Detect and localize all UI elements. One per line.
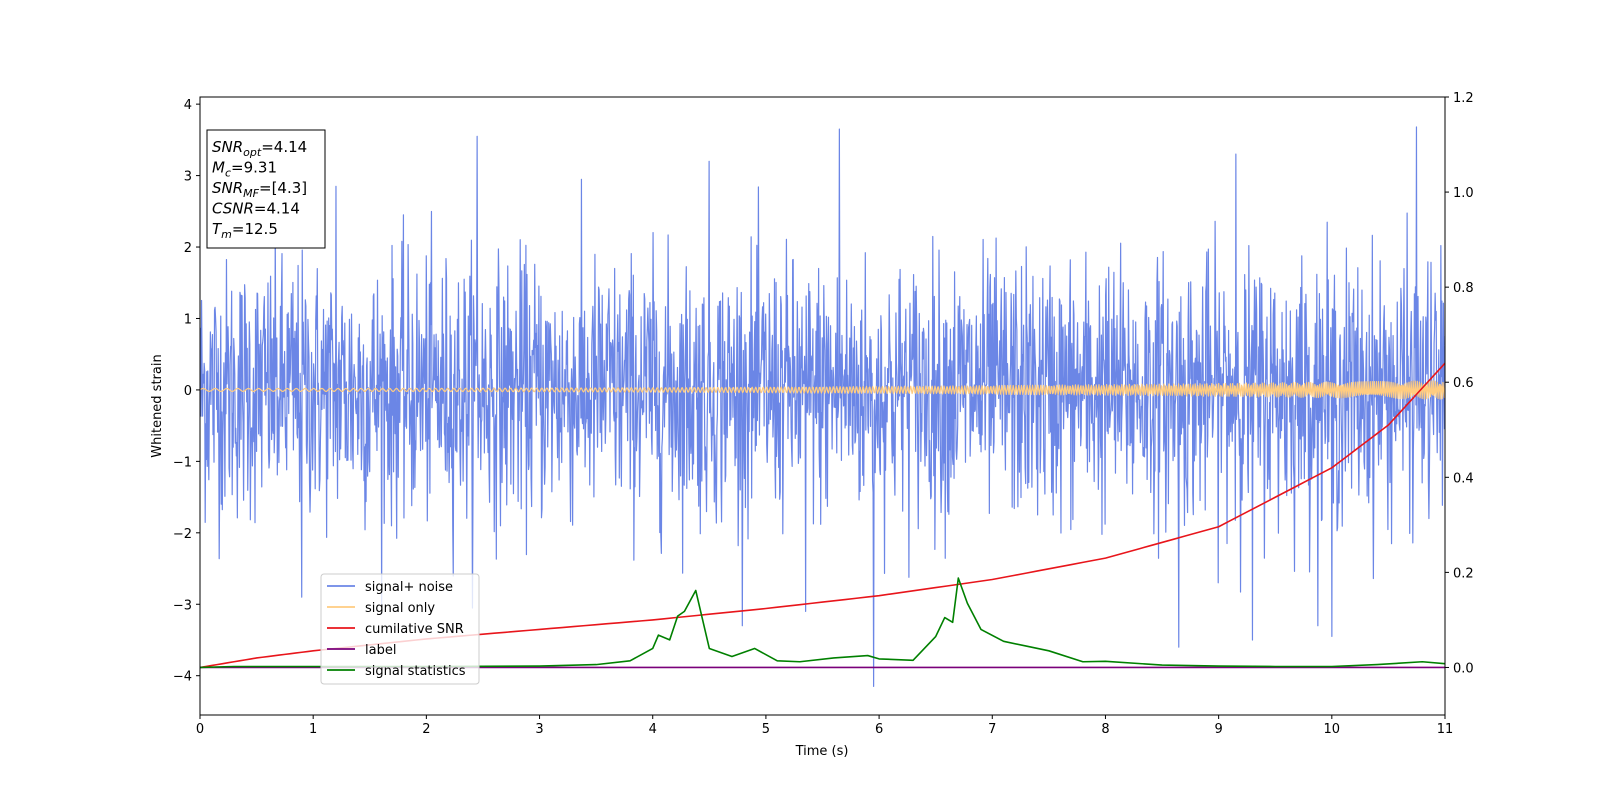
x-tick-label: 5 — [762, 722, 770, 737]
y2-tick-label: 1.0 — [1453, 186, 1474, 201]
plot-frame — [199, 96, 1446, 716]
x-tick-label: 7 — [988, 722, 996, 737]
y-axis-left: −4 −3 −2 −1 0 1 2 3 4 — [173, 98, 200, 685]
info-symbol: SNR — [212, 138, 243, 156]
info-subscript: m — [221, 228, 232, 241]
x-tick-label: 2 — [422, 722, 430, 737]
info-box: SNRopt=4.14Mc=9.31SNRMF=[4.3]CSNR=4.14Tm… — [206, 129, 326, 249]
y-axis-right: 0.0 0.2 0.4 0.6 0.8 1.0 1.2 — [1445, 91, 1474, 676]
info-line: SNRMF=[4.3] — [212, 179, 307, 200]
info-box-frame — [206, 129, 326, 249]
y-tick-label: 4 — [184, 98, 192, 113]
info-symbol: CSNR — [212, 200, 254, 218]
x-tick-label: 9 — [1214, 722, 1222, 737]
x-axis-title: Time (s) — [795, 744, 849, 759]
y-tick-label: 1 — [184, 312, 192, 327]
info-line: Mc=9.31 — [212, 159, 277, 180]
x-tick-label: 3 — [535, 722, 543, 737]
x-tick-label: 10 — [1324, 722, 1341, 737]
info-line: SNRopt=4.14 — [212, 138, 307, 159]
y-tick-label: −2 — [173, 527, 192, 542]
info-value: =4.14 — [261, 138, 307, 156]
info-value: =[4.3] — [259, 179, 307, 197]
y2-tick-label: 0.0 — [1453, 661, 1474, 676]
y2-tick-label: 1.2 — [1453, 91, 1474, 106]
x-tick-label: 11 — [1437, 722, 1454, 737]
y-tick-label: −1 — [173, 455, 192, 470]
info-value: =4.14 — [254, 200, 300, 218]
y2-tick-label: 0.6 — [1453, 376, 1474, 391]
x-tick-label: 6 — [875, 722, 883, 737]
legend-frame — [320, 573, 480, 685]
x-tick-label: 0 — [196, 722, 204, 737]
info-line: Tm=12.5 — [212, 220, 278, 241]
y2-tick-label: 0.2 — [1453, 566, 1474, 581]
legend-label: signal only — [365, 601, 435, 616]
y-tick-label: −3 — [173, 598, 192, 613]
info-symbol: M — [212, 159, 225, 177]
y-tick-label: −4 — [173, 670, 192, 685]
legend-label: signal statistics — [365, 664, 466, 679]
y2-tick-label: 0.4 — [1453, 471, 1474, 486]
legend: signal+ noise signal only cumilative SNR la… — [320, 573, 480, 685]
info-value: =9.31 — [231, 159, 277, 177]
info-symbol: SNR — [212, 179, 243, 197]
y-tick-label: 3 — [184, 170, 192, 185]
legend-label: cumilative SNR — [365, 622, 464, 637]
x-tick-label: 1 — [309, 722, 317, 737]
y2-tick-label: 0.8 — [1453, 281, 1474, 296]
x-tick-label: 8 — [1101, 722, 1109, 737]
series-line-signal-noise — [200, 126, 1445, 688]
legend-label: signal+ noise — [365, 580, 453, 595]
x-tick-label: 4 — [649, 722, 657, 737]
series-line-signal-only — [200, 380, 1445, 400]
info-subscript: MF — [243, 187, 259, 200]
info-subscript: c — [225, 167, 231, 180]
legend-label: label — [365, 643, 396, 658]
x-axis: 0 1 2 3 4 5 6 7 8 9 10 11 — [196, 715, 1453, 737]
info-symbol: T — [212, 220, 223, 238]
y-tick-label: 2 — [184, 241, 192, 256]
info-line: CSNR=4.14 — [212, 200, 300, 218]
series-line-signal-statistics — [200, 577, 1445, 669]
info-subscript: opt — [243, 146, 262, 159]
info-value: =12.5 — [232, 220, 278, 238]
y-tick-label: 0 — [184, 384, 192, 399]
y-axis-title: Whitened strain — [150, 354, 165, 457]
